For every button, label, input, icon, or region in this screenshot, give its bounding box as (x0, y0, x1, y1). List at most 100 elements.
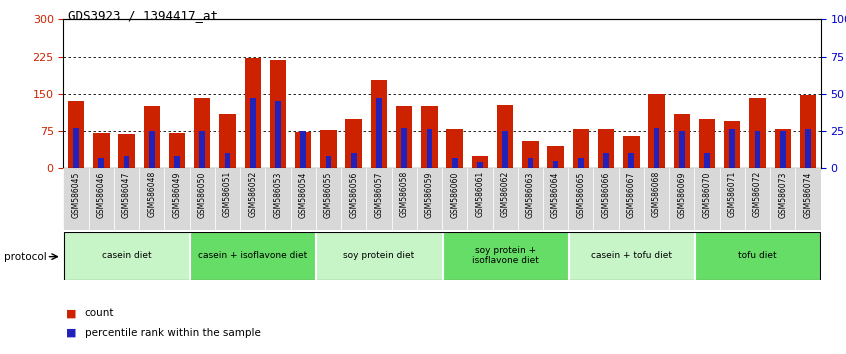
Bar (341, 168, 366, 230)
Text: GSM586068: GSM586068 (652, 171, 661, 217)
Text: casein + tofu diet: casein + tofu diet (591, 251, 672, 260)
Bar (472, 156, 488, 168)
Text: GSM586053: GSM586053 (273, 171, 283, 218)
Bar (215, 168, 240, 230)
Bar (219, 114, 236, 168)
Bar (720, 168, 744, 230)
Bar (169, 133, 185, 168)
Bar (442, 168, 467, 230)
Bar (503, 131, 508, 168)
Text: GDS3923 / 1394417_at: GDS3923 / 1394417_at (68, 9, 217, 22)
Text: GSM586066: GSM586066 (602, 171, 611, 218)
Bar (569, 232, 694, 280)
Text: GSM586057: GSM586057 (375, 171, 383, 218)
Bar (699, 119, 715, 168)
Text: casein + isoflavone diet: casein + isoflavone diet (198, 251, 307, 260)
Bar (118, 135, 135, 168)
Bar (417, 168, 442, 230)
Bar (326, 156, 332, 168)
Text: GSM586058: GSM586058 (399, 171, 409, 217)
Bar (624, 136, 640, 168)
Text: GSM586070: GSM586070 (702, 171, 711, 218)
Bar (528, 158, 533, 168)
Bar (618, 168, 644, 230)
Bar (275, 101, 281, 168)
Text: GSM586056: GSM586056 (349, 171, 358, 218)
Bar (518, 168, 543, 230)
Text: tofu diet: tofu diet (739, 251, 777, 260)
Bar (522, 141, 539, 168)
Bar (654, 128, 659, 168)
Text: GSM586074: GSM586074 (804, 171, 812, 218)
Bar (679, 131, 684, 168)
Bar (695, 232, 820, 280)
Text: GSM586050: GSM586050 (198, 171, 206, 218)
Bar (629, 153, 634, 168)
Text: GSM586071: GSM586071 (728, 171, 737, 217)
Bar (290, 168, 316, 230)
Bar (593, 168, 618, 230)
Bar (603, 153, 609, 168)
Bar (240, 168, 266, 230)
Bar (392, 168, 417, 230)
Bar (467, 168, 492, 230)
Text: ■: ■ (66, 308, 76, 318)
Text: GSM586059: GSM586059 (425, 171, 434, 218)
Bar (300, 131, 306, 168)
Text: GSM586054: GSM586054 (299, 171, 308, 218)
Text: protocol: protocol (4, 252, 47, 262)
Text: GSM586063: GSM586063 (526, 171, 535, 218)
Text: GSM586073: GSM586073 (778, 171, 788, 218)
Text: GSM586065: GSM586065 (576, 171, 585, 218)
Bar (200, 131, 205, 168)
Bar (225, 153, 230, 168)
Bar (98, 158, 104, 168)
Bar (164, 168, 190, 230)
Bar (174, 156, 180, 168)
Bar (270, 60, 286, 168)
Bar (704, 153, 710, 168)
Bar (194, 98, 211, 168)
Bar (74, 128, 79, 168)
Bar (598, 129, 614, 168)
Text: GSM586067: GSM586067 (627, 171, 636, 218)
Bar (139, 168, 164, 230)
Bar (477, 162, 483, 168)
Bar (295, 132, 311, 168)
Bar (351, 153, 356, 168)
Text: GSM586051: GSM586051 (223, 171, 232, 217)
Bar (770, 168, 795, 230)
Bar (805, 130, 810, 168)
Bar (376, 98, 382, 168)
Text: GSM586060: GSM586060 (450, 171, 459, 218)
Text: GSM586061: GSM586061 (475, 171, 485, 217)
Bar (447, 129, 463, 168)
Bar (149, 131, 155, 168)
Bar (452, 158, 458, 168)
Bar (569, 168, 593, 230)
Bar (421, 106, 437, 168)
Bar (750, 98, 766, 168)
Bar (114, 168, 139, 230)
Bar (497, 105, 514, 168)
Bar (396, 106, 412, 168)
Bar (744, 168, 770, 230)
Bar (724, 121, 740, 168)
Text: GSM586062: GSM586062 (501, 171, 509, 217)
Text: GSM586052: GSM586052 (248, 171, 257, 217)
Bar (250, 98, 255, 168)
Bar (316, 232, 442, 280)
Bar (366, 168, 392, 230)
Text: GSM586064: GSM586064 (551, 171, 560, 218)
Text: casein diet: casein diet (102, 251, 151, 260)
Bar (190, 168, 215, 230)
Bar (442, 232, 568, 280)
Bar (190, 232, 316, 280)
Text: GSM586048: GSM586048 (147, 171, 157, 217)
Bar (63, 168, 89, 230)
Bar (244, 58, 261, 168)
Text: GSM586049: GSM586049 (173, 171, 182, 218)
Bar (266, 168, 290, 230)
Text: GSM586046: GSM586046 (96, 171, 106, 218)
Bar (371, 80, 387, 168)
